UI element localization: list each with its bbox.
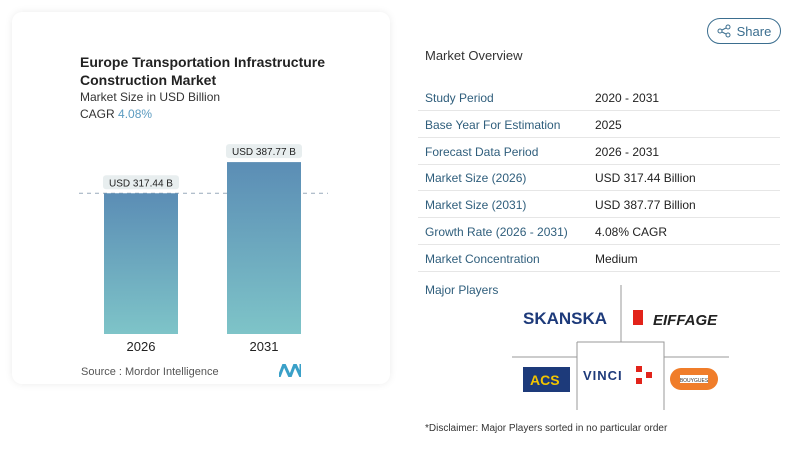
svg-text:VINCI: VINCI (583, 368, 623, 383)
cagr-value: 4.08% (118, 107, 153, 121)
logo-skanska: SKANSKA (523, 309, 607, 328)
major-players-label: Major Players (425, 283, 499, 297)
source-text: Source : Mordor Intelligence (81, 366, 219, 378)
row-value: Medium (595, 251, 638, 266)
logo-acs: ACS (523, 367, 570, 392)
share-icon (717, 24, 731, 38)
data-label: USD 317.44 B (109, 178, 173, 189)
overview-row: Study Period 2020 - 2031 (418, 84, 780, 111)
mordor-logo (279, 364, 301, 377)
overview-title: Market Overview (425, 48, 523, 63)
overview-row: Market Size (2026) USD 317.44 Billion (418, 164, 780, 192)
chart-subtitle: Market Size in USD Billion (80, 90, 221, 104)
svg-text:ACS: ACS (530, 372, 560, 388)
row-key: Growth Rate (2026 - 2031) (425, 225, 568, 239)
bar-2026 (104, 193, 178, 334)
chart-title: Europe Transportation Infrastructure Con… (80, 54, 326, 88)
x-tick-label: 2031 (250, 339, 279, 354)
row-value: 2020 - 2031 (595, 91, 660, 105)
chart-card (12, 12, 390, 384)
logo-vinci: VINCI (583, 366, 652, 384)
players-grid: SKANSKA EIFFAGE ACS VINCI BOUYGUES (512, 285, 729, 410)
overview-row: Base Year For Estimation 2025 (418, 111, 780, 138)
row-value: USD 317.44 Billion (595, 171, 696, 186)
cagr-label: CAGR (80, 107, 115, 121)
data-label-bg (103, 175, 179, 190)
bar-chart: USD 317.44 B 2026 USD 387.77 B 2031 (79, 144, 328, 354)
overview-row: Market Concentration Medium (418, 245, 780, 272)
row-key: Study Period (425, 91, 494, 105)
row-key: Forecast Data Period (425, 144, 539, 159)
row-value: 2025 (595, 117, 622, 132)
row-key: Market Size (2026) (425, 171, 527, 186)
row-key: Market Concentration (425, 251, 540, 266)
share-button[interactable]: Share (707, 18, 781, 44)
row-value: USD 387.77 Billion (595, 198, 696, 213)
row-key: Market Size (2031) (425, 198, 527, 213)
data-label-bg (226, 144, 302, 159)
overview-row: Market Size (2031) USD 387.77 Billion (418, 191, 780, 219)
overview-row: Forecast Data Period 2026 - 2031 (418, 138, 780, 165)
data-label: USD 387.77 B (232, 147, 296, 158)
cagr: CAGR 4.08% (80, 107, 152, 121)
row-value: 4.08% CAGR (595, 225, 668, 239)
logo-bouygues: BOUYGUES (670, 368, 718, 390)
row-value: 2026 - 2031 (595, 144, 660, 159)
bar-2031 (227, 162, 301, 334)
svg-text:EIFFAGE: EIFFAGE (653, 312, 718, 329)
share-label: Share (736, 23, 772, 39)
overview-row: Growth Rate (2026 - 2031) 4.08% CAGR (418, 218, 780, 245)
row-key: Base Year For Estimation (425, 117, 561, 132)
svg-text:BOUYGUES: BOUYGUES (680, 378, 709, 384)
disclaimer: *Disclaimer: Major Players sorted in no … (425, 423, 668, 434)
logo-eiffage: EIFFAGE (633, 310, 718, 329)
x-tick-label: 2026 (127, 339, 156, 354)
